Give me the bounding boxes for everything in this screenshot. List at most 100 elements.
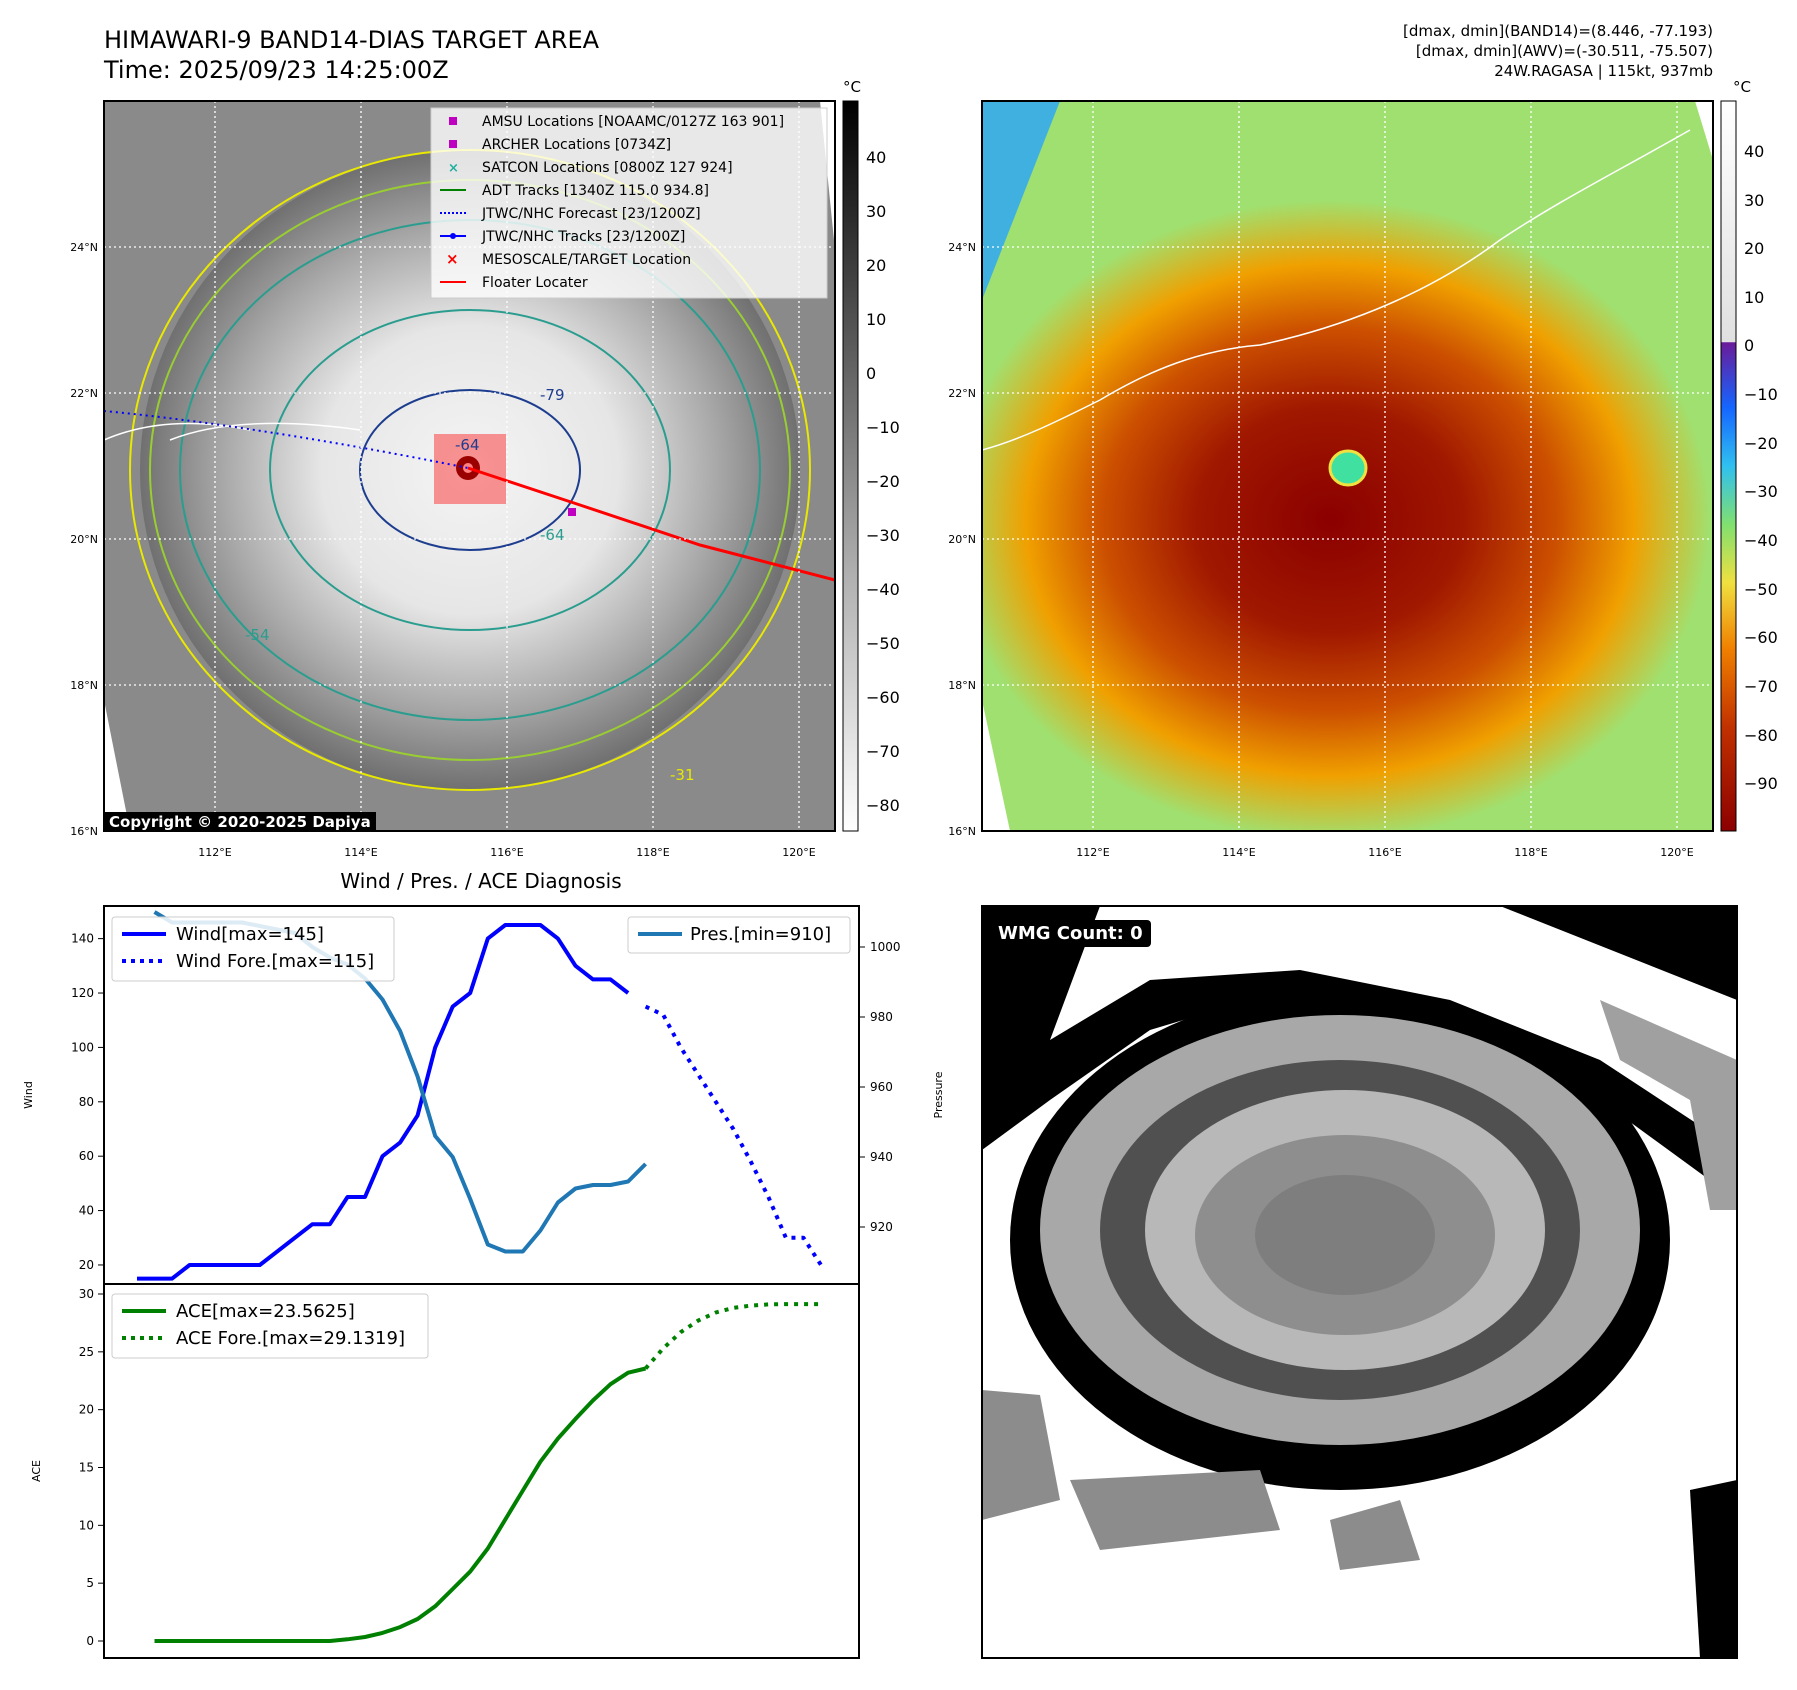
lon-label: 120°E <box>1660 846 1693 859</box>
gray-cb-tick: −50 <box>866 634 900 653</box>
pressure-tick-label: 980 <box>870 1010 893 1024</box>
series-line <box>644 1302 821 1370</box>
legend-jtwc-forecast: JTWC/NHC Forecast [23/1200Z] <box>481 206 701 222</box>
pressure-legend: Pres.[min=910] <box>627 916 851 954</box>
color-cb-tick: 40 <box>1744 142 1764 161</box>
storm-info: 24W.RAGASA | 115kt, 937mb <box>1494 62 1713 80</box>
gray-colorbar <box>842 100 859 832</box>
ace-axis-label: ACE <box>30 1460 43 1482</box>
color-colorbar-ticks: 40 30 20 10 0 −10 −20 −30 −40 −50 −60 −7… <box>1744 142 1778 793</box>
wind-legend: Wind[max=145] Wind Fore.[max=115] <box>111 916 395 982</box>
color-colorbar-unit: °C <box>1733 78 1751 96</box>
lat-label: 22°N <box>948 387 976 400</box>
color-cb-tick: −30 <box>1744 482 1778 501</box>
pressure-tick-label: 920 <box>870 1220 893 1234</box>
contour-label: -31 <box>670 766 695 784</box>
legend-pressure: Pres.[min=910] <box>690 924 831 945</box>
gray-cb-tick: −60 <box>866 688 900 707</box>
legend-adt: ADT Tracks [1340Z 115.0 934.8] <box>482 183 709 199</box>
legend-wind: Wind[max=145] <box>176 924 324 945</box>
legend-satcon: SATCON Locations [0800Z 127 924] <box>482 160 733 176</box>
series-line <box>644 1004 823 1267</box>
map-legend: × × AMSU Locations [NOAAMC/0127Z 163 901… <box>430 107 828 299</box>
lat-label: 16°N <box>948 825 976 838</box>
wmg-eye-image <box>982 906 1737 1658</box>
ace-tick-label: 5 <box>86 1576 94 1590</box>
diagnosis-title: Wind / Pres. / ACE Diagnosis <box>340 869 621 893</box>
lat-label: 16°N <box>70 825 98 838</box>
lon-label: 114°E <box>1222 846 1255 859</box>
color-cb-tick: −50 <box>1744 580 1778 599</box>
gray-cb-tick: −10 <box>866 418 900 437</box>
contour-label: -64 <box>540 526 565 544</box>
wind-tick-label: 80 <box>79 1095 94 1109</box>
gray-cb-tick: 40 <box>866 148 886 167</box>
gray-cb-tick: 20 <box>866 256 886 275</box>
lat-label: 22°N <box>70 387 98 400</box>
wind-tick-label: 140 <box>71 932 94 946</box>
ace-axis: 0 5 10 15 20 25 30 <box>79 1287 104 1648</box>
pressure-tick-label: 940 <box>870 1150 893 1164</box>
legend-archer: ARCHER Locations [0734Z] <box>482 137 671 153</box>
legend-ace-fore: ACE Fore.[max=29.1319] <box>176 1328 405 1349</box>
copyright-badge: Copyright © 2020-2025 Dapiya <box>104 812 376 832</box>
color-cb-tick: 10 <box>1744 288 1764 307</box>
ace-series-group <box>154 1302 822 1643</box>
gray-cb-tick: 0 <box>866 364 876 383</box>
stats-awv: [dmax, dmin](AWV)=(-30.511, -75.507) <box>1415 42 1713 60</box>
lon-label: 112°E <box>1076 846 1109 859</box>
legend-mesoscale: MESOSCALE/TARGET Location <box>482 252 691 268</box>
gray-cb-tick: 10 <box>866 310 886 329</box>
legend-wind-fore: Wind Fore.[max=115] <box>176 951 374 972</box>
lat-label: 20°N <box>948 533 976 546</box>
ace-legend: ACE[max=23.5625] ACE Fore.[max=29.1319] <box>111 1293 429 1359</box>
lon-label: 116°E <box>1368 846 1401 859</box>
series-line <box>137 923 630 1281</box>
pressure-axis-label: Pressure <box>932 1071 945 1118</box>
gray-cb-tick: −80 <box>866 796 900 815</box>
color-cb-tick: −10 <box>1744 385 1778 404</box>
pressure-axis: 920 940 960 980 1000 <box>859 940 901 1234</box>
legend-floater: Floater Locater <box>482 275 588 291</box>
lon-label: 114°E <box>344 846 377 859</box>
legend-ace: ACE[max=23.5625] <box>176 1301 355 1322</box>
pressure-tick-label: 960 <box>870 1080 893 1094</box>
wind-tick-label: 100 <box>71 1040 94 1054</box>
wind-axis: 20 40 60 80 100 120 140 <box>71 932 104 1272</box>
map-title: HIMAWARI-9 BAND14-DIAS TARGET AREA <box>104 26 600 54</box>
color-cb-tick: 20 <box>1744 239 1764 258</box>
lat-label: 24°N <box>948 241 976 254</box>
lat-label: 18°N <box>70 679 98 692</box>
color-colorbar <box>1720 100 1737 832</box>
pressure-tick-label: 1000 <box>870 940 901 954</box>
lat-label: 24°N <box>70 241 98 254</box>
color-cb-tick: −20 <box>1744 434 1778 453</box>
contour-label: -79 <box>540 386 565 404</box>
color-cb-tick: 30 <box>1744 191 1764 210</box>
ace-tick-label: 15 <box>79 1461 94 1475</box>
wind-tick-label: 40 <box>79 1204 94 1218</box>
color-cb-tick: −70 <box>1744 677 1778 696</box>
ace-tick-label: 25 <box>79 1345 94 1359</box>
legend-jtwc-tracks: JTWC/NHC Tracks [23/1200Z] <box>481 229 685 245</box>
wind-tick-label: 120 <box>71 986 94 1000</box>
lon-label: 120°E <box>782 846 815 859</box>
gray-cb-tick: −70 <box>866 742 900 761</box>
lon-label: 118°E <box>636 846 669 859</box>
lon-label: 112°E <box>198 846 231 859</box>
lon-label: 116°E <box>490 846 523 859</box>
series-line <box>154 1366 647 1643</box>
lon-label: 118°E <box>1514 846 1547 859</box>
gray-colorbar-unit: °C <box>843 78 861 96</box>
gray-cb-tick: 30 <box>866 202 886 221</box>
ace-tick-label: 0 <box>86 1634 94 1648</box>
gray-cb-tick: −20 <box>866 472 900 491</box>
legend-amsu: AMSU Locations [NOAAMC/0127Z 163 901] <box>482 114 784 130</box>
map-axis-labels: 24°N 22°N 20°N 18°N 16°N 24°N 22°N 20°N … <box>70 241 1694 859</box>
contour-label: -54 <box>245 626 270 644</box>
ace-tick-label: 10 <box>79 1518 94 1532</box>
wind-tick-label: 60 <box>79 1149 94 1163</box>
gray-cb-tick: −40 <box>866 580 900 599</box>
wind-tick-label: 20 <box>79 1258 94 1272</box>
